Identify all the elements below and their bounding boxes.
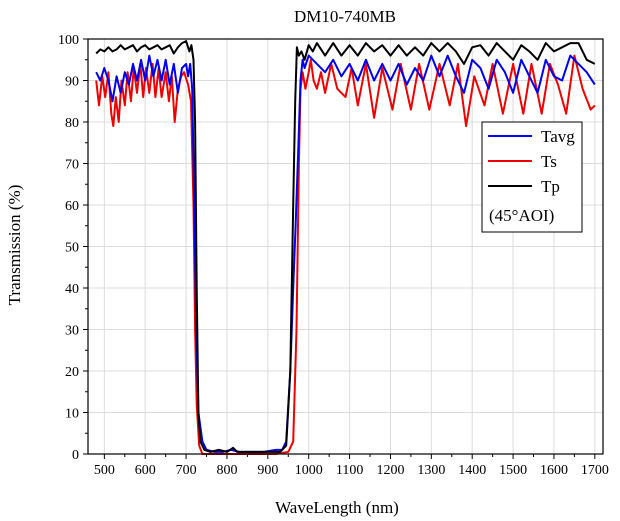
y-tick-label: 90 bbox=[65, 75, 79, 90]
y-tick-label: 0 bbox=[72, 448, 79, 463]
series-line-tp bbox=[95, 40, 596, 453]
y-tick-label: 10 bbox=[65, 407, 79, 422]
x-tick-label: 1200 bbox=[376, 463, 404, 478]
legend-note: (45°AOI) bbox=[489, 206, 554, 225]
ticks: 500 600 700 800 900 1000 1100 1200 1300 1400 1500 1… bbox=[58, 33, 609, 478]
x-tick-label: 500 bbox=[94, 463, 115, 478]
x-tick-label: 1000 bbox=[295, 463, 323, 478]
y-tick-label: 50 bbox=[65, 241, 79, 256]
x-tick-label: 1100 bbox=[336, 463, 363, 478]
y-tick-label: 30 bbox=[65, 324, 79, 339]
chart-title: DM10-740MB bbox=[294, 7, 396, 26]
y-tick-label: 80 bbox=[65, 116, 79, 131]
legend-label-tp: Tp bbox=[541, 177, 560, 196]
legend-label-ts: Ts bbox=[541, 152, 557, 171]
y-tick-label: 60 bbox=[65, 199, 79, 214]
series-line-tavg bbox=[95, 54, 596, 453]
y-tick-label: 40 bbox=[65, 282, 79, 297]
y-axis-label: Transmission (%) bbox=[5, 185, 24, 306]
legend: (45°AOI) Tavg Ts Tp bbox=[481, 121, 583, 233]
x-tick-label: 800 bbox=[216, 463, 237, 478]
x-tick-label: 900 bbox=[257, 463, 278, 478]
x-tick-label: 600 bbox=[135, 463, 156, 478]
y-tick-label: 100 bbox=[58, 33, 79, 48]
legend-label-tavg: Tavg bbox=[541, 127, 575, 146]
y-tick-label: 20 bbox=[65, 365, 79, 380]
x-tick-label: 1700 bbox=[581, 463, 609, 478]
x-tick-label: 1500 bbox=[499, 463, 527, 478]
x-axis-label: WaveLength (nm) bbox=[275, 498, 399, 517]
x-tick-label: 700 bbox=[176, 463, 197, 478]
y-tick-label: 70 bbox=[65, 158, 79, 173]
series-line-ts bbox=[95, 54, 596, 455]
legend-box bbox=[481, 121, 583, 233]
x-tick-label: 1400 bbox=[458, 463, 486, 478]
x-tick-label: 1600 bbox=[540, 463, 568, 478]
series-group bbox=[95, 40, 596, 455]
x-tick-label: 1300 bbox=[417, 463, 445, 478]
